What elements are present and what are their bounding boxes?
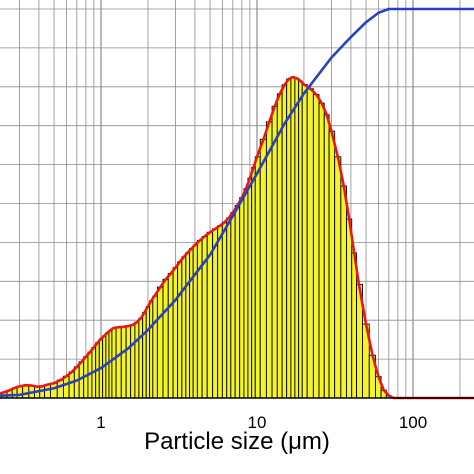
histogram-bar <box>346 218 353 399</box>
histogram-bar <box>265 121 273 399</box>
histogram-bar <box>68 371 75 399</box>
histogram-bar <box>226 217 232 399</box>
histogram-bar <box>294 77 300 399</box>
histogram-bar <box>281 84 288 399</box>
histogram-bar <box>340 185 347 399</box>
histogram-bar <box>130 324 136 399</box>
histogram-bar <box>111 327 117 399</box>
histogram-bar <box>156 286 164 399</box>
histogram-bar <box>149 300 154 399</box>
x-tick-label: 100 <box>399 413 427 432</box>
histogram-bar <box>334 156 342 399</box>
histogram-bar <box>56 379 64 399</box>
histogram-bar <box>276 93 283 399</box>
histogram-bar <box>323 114 330 399</box>
histogram-bar <box>221 221 228 399</box>
distribution-line <box>0 75 474 400</box>
histogram-bar <box>115 326 122 399</box>
histogram-bar <box>251 166 256 399</box>
histogram-bar <box>138 317 144 399</box>
x-tick-labels: 1 10 100 <box>96 413 427 432</box>
histogram-bar <box>298 80 303 399</box>
histogram-bar <box>212 228 219 399</box>
histogram-bar <box>286 78 292 399</box>
histogram-bar <box>290 76 296 399</box>
histogram-bar <box>351 252 358 399</box>
histogram-bar <box>247 177 253 399</box>
histogram-bar <box>125 325 132 399</box>
histogram-bar <box>230 211 236 399</box>
histogram-bar <box>185 252 191 399</box>
x-tick-label: 1 <box>96 413 105 432</box>
histogram-bar <box>142 311 147 399</box>
histogram-bar <box>120 326 127 399</box>
histogram-bar <box>152 295 158 399</box>
histogram-bar <box>50 382 58 399</box>
histogram-bar <box>145 306 151 399</box>
histogram-bar <box>134 321 140 399</box>
histogram-bar <box>44 384 51 399</box>
histogram-bar <box>217 225 223 399</box>
histogram-bar <box>239 197 245 399</box>
histogram-bar <box>162 278 169 399</box>
histogram-bar <box>62 375 70 399</box>
histogram-bar <box>318 102 325 399</box>
histogram-bar <box>234 204 241 399</box>
cumulative-line <box>0 7 474 398</box>
histogram-bar <box>312 94 320 399</box>
histogram-bar <box>177 261 183 399</box>
histogram-bar <box>181 256 187 399</box>
histogram-bar <box>306 88 314 399</box>
histogram-bar <box>271 105 278 399</box>
histogram-bar <box>22 384 30 399</box>
histogram-bar <box>328 130 336 399</box>
x-tick-label: 10 <box>248 413 267 432</box>
histogram-bar <box>301 84 308 399</box>
histogram-bar <box>259 138 267 399</box>
histogram-bar <box>167 273 174 399</box>
histogram-bar <box>192 244 198 399</box>
histogram-bar <box>254 156 261 399</box>
histogram-bar <box>172 267 179 399</box>
x-axis-title: Particle size (μm) <box>144 428 330 455</box>
histogram-bar <box>243 188 249 399</box>
histogram-bar <box>189 248 194 399</box>
